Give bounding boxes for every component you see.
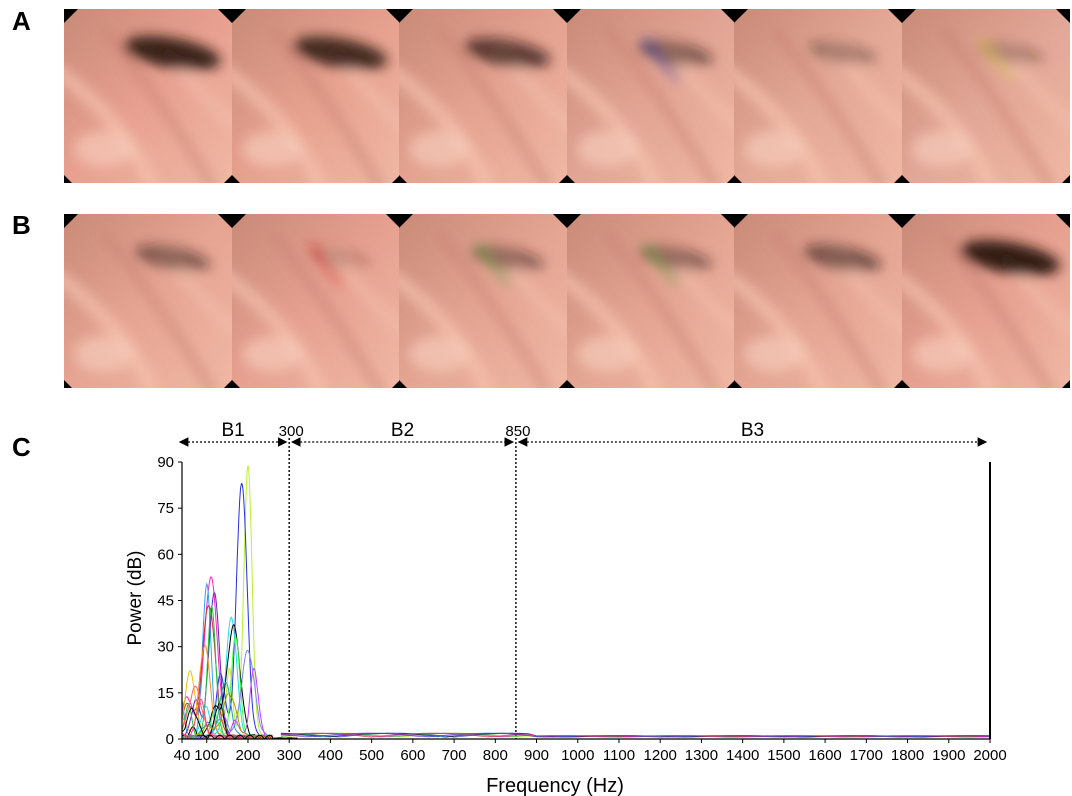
spectrum-series — [181, 465, 991, 740]
axes: 0 15 30 45 60 75 90 40 100 200 300 400 500 600 700 800 9… — [157, 454, 1006, 764]
x-tick-label: 500 — [359, 747, 384, 764]
power-spectrum-chart: B1 B2 B3 300 850 0 15 30 45 60 75 90 40 100 200 300 400… — [125, 420, 1007, 796]
endoscopy-strip-b — [64, 214, 1070, 388]
y-axis-label: Power (dB) — [125, 550, 146, 645]
x-tick-label: 1200 — [644, 747, 677, 764]
spectrum-tail-8 — [280, 732, 991, 738]
band-label-b3: B3 — [741, 420, 764, 441]
x-tick-label: 1800 — [891, 747, 924, 764]
spectrum-line-20 — [181, 707, 298, 740]
band-label-b1: B1 — [221, 420, 244, 441]
y-tick-label: 90 — [157, 454, 174, 471]
spectrum-line-4 — [181, 582, 298, 740]
strip-b-frame-6 — [901, 214, 1070, 388]
endoscopy-strip-a — [64, 9, 1070, 183]
strip-a-frame-3 — [399, 9, 567, 183]
x-tick-label: 400 — [318, 747, 343, 764]
strip-a-frame-5 — [734, 9, 902, 183]
strip-b-frame-4 — [566, 214, 735, 388]
strip-a-frame-2 — [231, 9, 400, 183]
band-boundary-label: 300 — [279, 423, 304, 440]
panel-label-b: B — [12, 210, 31, 240]
x-tick-label: 200 — [235, 747, 260, 764]
x-tick-label: 800 — [483, 747, 508, 764]
x-tick-label: 1000 — [561, 747, 594, 764]
y-tick-label: 75 — [157, 500, 174, 517]
spectrum-line-3 — [181, 576, 298, 740]
x-tick-label: 900 — [524, 747, 549, 764]
x-tick-label: 600 — [400, 747, 425, 764]
x-tick-label: 1900 — [932, 747, 965, 764]
band-boundary-label: 850 — [505, 423, 530, 440]
strip-b-frame-3 — [399, 214, 567, 388]
strip-b-frame-5 — [734, 214, 902, 388]
strip-b-frame-2 — [231, 214, 400, 388]
y-tick-label: 60 — [157, 546, 174, 563]
panel-label-c: C — [12, 432, 31, 462]
x-tick-label: 1400 — [726, 747, 759, 764]
panel-label-a: A — [12, 6, 31, 36]
x-tick-label: 100 — [194, 747, 219, 764]
strip-a-frame-1 — [64, 9, 232, 183]
y-tick-label: 15 — [157, 685, 174, 702]
x-tick-label: 1500 — [767, 747, 800, 764]
band-annotations: B1 B2 B3 300 850 — [178, 420, 988, 739]
x-tick-label: 2000 — [973, 747, 1006, 764]
band-label-b2: B2 — [391, 420, 414, 441]
x-tick-label: 300 — [277, 747, 302, 764]
strip-b-frame-1 — [64, 214, 232, 388]
x-tick-label: 700 — [442, 747, 467, 764]
x-tick-label: 1700 — [850, 747, 883, 764]
y-tick-label: 0 — [166, 731, 174, 748]
x-axis-label: Frequency (Hz) — [486, 775, 624, 796]
x-tick-label: 1300 — [685, 747, 718, 764]
strip-a-frame-6 — [901, 9, 1070, 183]
y-tick-label: 30 — [157, 639, 174, 656]
strip-a-frame-4 — [566, 9, 735, 183]
x-tick-label: 1100 — [603, 747, 635, 764]
x-tick-label: 40 — [174, 747, 191, 764]
y-tick-label: 45 — [157, 593, 174, 610]
x-tick-label: 1600 — [808, 747, 841, 764]
